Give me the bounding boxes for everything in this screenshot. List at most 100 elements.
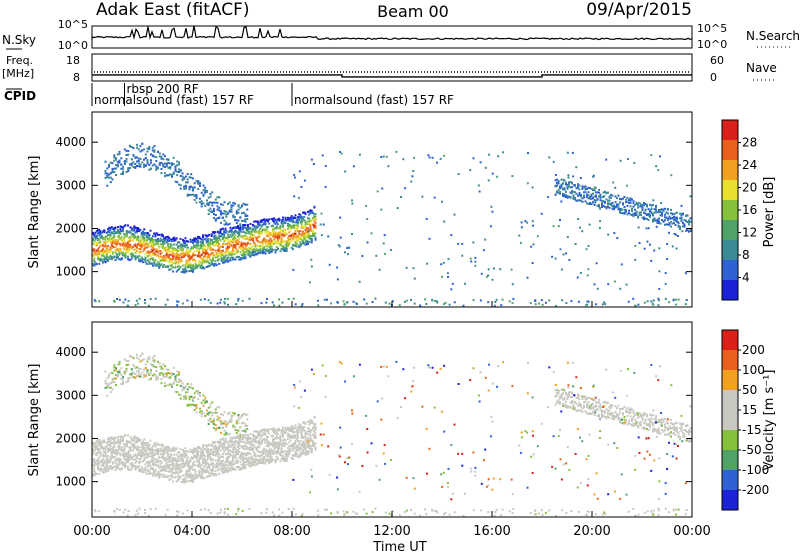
velocity-cell — [123, 464, 126, 467]
power-cell — [105, 250, 108, 253]
power-cell — [288, 242, 291, 245]
velocity-cell — [147, 461, 149, 464]
power-cell — [110, 258, 113, 260]
power-cell — [270, 218, 273, 220]
power-cell — [223, 253, 226, 256]
power-cell — [179, 184, 182, 187]
velocity-cell — [164, 475, 167, 478]
power-cell — [595, 191, 597, 194]
velocity-cell — [208, 472, 211, 475]
velocity-cell — [187, 456, 189, 459]
velocity-cell — [99, 469, 102, 472]
velocity-cell — [102, 446, 104, 449]
power-cell — [104, 258, 107, 261]
power-cell — [223, 257, 226, 260]
power-cell — [511, 283, 514, 286]
velocity-cell — [157, 471, 159, 474]
power-cell — [568, 183, 570, 186]
velocity-cell — [223, 440, 226, 443]
power-cell — [204, 245, 207, 248]
power-cell — [267, 219, 269, 222]
power-cell — [272, 235, 274, 238]
power-cell — [208, 244, 211, 247]
power-cell — [209, 248, 212, 251]
velocity-cell — [157, 448, 159, 450]
power-cell — [632, 212, 635, 215]
velocity-cell — [202, 461, 204, 464]
power-cell — [167, 242, 169, 245]
power-cell — [260, 251, 263, 254]
power-cell — [650, 207, 653, 210]
power-cell — [486, 275, 488, 278]
power-cell — [632, 205, 635, 208]
power-cell — [185, 251, 188, 254]
velocity-cell — [140, 443, 143, 446]
n-search-tick-bottom: 10^0 — [697, 38, 727, 51]
power-cell — [684, 219, 687, 222]
power-cell — [93, 233, 96, 236]
velocity-cell — [202, 470, 204, 472]
velocity-cell — [133, 437, 136, 440]
velocity-cell — [242, 453, 244, 456]
power-cell — [253, 241, 256, 244]
power-cell — [275, 233, 278, 235]
velocity-cell — [113, 450, 116, 453]
power-cell — [299, 236, 302, 239]
power-cell — [123, 225, 126, 228]
power-cell — [254, 253, 257, 256]
power-cell — [212, 242, 214, 245]
velocity-cell — [148, 452, 151, 455]
power-cell — [508, 300, 511, 303]
power-cell — [351, 202, 354, 205]
power-cell — [474, 256, 477, 259]
power-cell — [646, 205, 648, 208]
power-cell — [240, 243, 243, 246]
velocity-cell — [195, 457, 198, 460]
power-cell — [682, 225, 684, 228]
power-cell — [309, 221, 312, 224]
power-cell — [165, 251, 168, 254]
velocity-cell — [178, 459, 181, 462]
power-cell — [474, 264, 477, 267]
power-cell — [634, 244, 637, 247]
power-cell — [244, 203, 247, 206]
power-cell — [355, 302, 358, 305]
power-cell — [162, 241, 164, 244]
power-cell — [277, 223, 279, 226]
power-cell — [531, 220, 534, 223]
power-cell — [592, 192, 594, 195]
velocity-cell — [108, 461, 111, 464]
power-ytick-label-1: 2000 — [55, 221, 86, 235]
power-cell — [314, 221, 317, 224]
velocity-cell — [188, 475, 191, 478]
power-cell — [227, 256, 229, 259]
velocity-cell — [239, 436, 242, 439]
power-cell — [238, 227, 241, 230]
power-cell — [171, 162, 173, 165]
velocity-cell — [183, 454, 186, 457]
power-cell — [100, 249, 103, 252]
velocity-cell — [218, 460, 221, 463]
velocity-cell — [158, 472, 161, 475]
power-cell — [265, 301, 268, 304]
power-cell — [396, 207, 399, 210]
velocity-cell — [242, 459, 244, 462]
power-cell — [634, 214, 636, 216]
power-cell — [165, 165, 168, 168]
power-cell — [263, 218, 266, 221]
power-cell — [570, 300, 573, 303]
power-cell — [99, 244, 102, 247]
power-cell — [518, 234, 521, 237]
power-cell — [605, 198, 608, 201]
power-cell — [213, 235, 216, 238]
power-cell — [180, 244, 183, 246]
power-cell — [593, 189, 596, 192]
power-cell — [216, 208, 219, 211]
velocity-cell — [183, 481, 186, 484]
velocity-cell — [187, 465, 189, 468]
velocity-cell — [113, 439, 116, 442]
power-cell — [232, 201, 235, 204]
power-colorbar-tick-label-4: 12 — [742, 226, 757, 240]
power-cell — [185, 187, 187, 190]
power-cell — [496, 175, 499, 178]
